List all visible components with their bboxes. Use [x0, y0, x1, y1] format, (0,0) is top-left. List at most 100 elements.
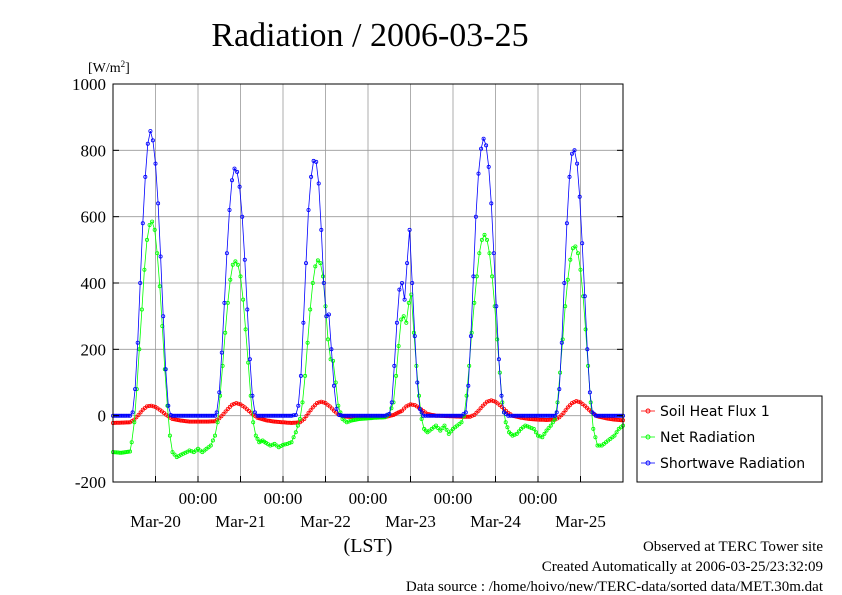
data-point — [410, 280, 415, 285]
data-point — [183, 450, 188, 455]
data-point — [127, 413, 132, 418]
data-point — [564, 221, 569, 226]
data-point — [250, 393, 255, 398]
data-point — [392, 363, 397, 368]
data-point — [212, 433, 217, 438]
data-point — [174, 455, 179, 460]
x-time-label: 00:00 — [179, 489, 218, 508]
data-point — [557, 387, 562, 392]
data-point — [251, 420, 256, 425]
data-point — [576, 399, 581, 404]
data-point — [577, 194, 582, 199]
data-point — [210, 438, 215, 443]
data-point — [496, 357, 501, 362]
data-point — [161, 314, 166, 319]
data-point — [140, 221, 145, 226]
legend-label: Shortwave Radiation — [660, 456, 805, 472]
data-point — [464, 393, 469, 398]
data-point — [304, 413, 309, 418]
y-tick-label: 600 — [81, 208, 107, 227]
data-point — [325, 337, 330, 342]
legend-box — [636, 395, 823, 483]
data-point — [293, 430, 298, 435]
y-axis-unit: [W/m2] — [88, 59, 130, 76]
data-point — [444, 427, 449, 432]
data-point — [280, 442, 285, 447]
y-unit-suffix: ] — [125, 61, 130, 76]
data-point — [597, 443, 602, 448]
data-point — [312, 403, 317, 408]
data-point — [471, 274, 476, 279]
y-tick-label: 200 — [81, 340, 107, 359]
data-point — [387, 411, 392, 416]
data-point — [499, 393, 504, 398]
data-point — [234, 401, 239, 406]
data-point — [303, 373, 308, 378]
data-point — [163, 367, 168, 372]
data-point — [228, 277, 233, 282]
data-point — [289, 440, 294, 445]
data-point — [287, 440, 292, 445]
data-point — [559, 413, 564, 418]
data-point — [494, 304, 499, 309]
data-point — [172, 452, 177, 457]
data-point — [316, 181, 321, 186]
data-point — [442, 423, 447, 428]
data-point — [211, 413, 216, 418]
data-point — [329, 347, 334, 352]
data-point — [614, 430, 619, 435]
data-point — [153, 161, 158, 166]
legend-item: Net Radiation — [641, 430, 755, 446]
data-point — [236, 401, 241, 406]
data-point — [548, 423, 553, 428]
data-point — [219, 350, 224, 355]
data-point — [415, 380, 420, 385]
data-point — [406, 300, 411, 305]
data-point — [612, 433, 617, 438]
data-point — [144, 404, 149, 409]
data-point — [166, 403, 171, 408]
data-point — [495, 337, 500, 342]
data-point — [217, 390, 222, 395]
series-shortwave-radiation — [111, 129, 626, 418]
data-point — [576, 251, 581, 256]
data-point — [567, 403, 572, 408]
data-point — [542, 431, 547, 436]
data-point — [300, 400, 305, 405]
data-point — [503, 420, 508, 425]
data-point — [568, 257, 573, 262]
data-point — [252, 410, 257, 415]
data-point — [291, 413, 296, 418]
data-point — [389, 400, 394, 405]
data-point — [150, 138, 155, 143]
data-point — [224, 251, 229, 256]
data-point — [310, 405, 315, 410]
data-point — [232, 166, 237, 171]
data-point — [147, 222, 152, 227]
legend-item: Shortwave Radiation — [641, 456, 805, 472]
data-point — [126, 449, 131, 454]
data-point — [321, 400, 326, 405]
data-point — [136, 412, 141, 417]
data-point — [139, 307, 144, 312]
x-date-label: Mar-24 — [470, 512, 521, 531]
data-point — [574, 399, 579, 404]
x-date-label: Mar-21 — [215, 512, 266, 531]
series-layer — [111, 129, 626, 460]
data-point — [225, 406, 230, 411]
data-point — [229, 178, 234, 183]
data-point — [237, 184, 242, 189]
data-point — [406, 403, 411, 408]
data-point — [215, 420, 220, 425]
data-point — [189, 449, 194, 454]
data-point — [132, 420, 137, 425]
data-point — [221, 411, 226, 416]
legend-swatch-marker — [645, 408, 651, 414]
data-point — [505, 425, 510, 430]
data-point — [401, 314, 406, 319]
data-point — [582, 403, 587, 408]
data-point — [446, 431, 451, 436]
data-point — [404, 404, 409, 409]
data-point — [155, 251, 160, 256]
data-point — [230, 262, 235, 267]
